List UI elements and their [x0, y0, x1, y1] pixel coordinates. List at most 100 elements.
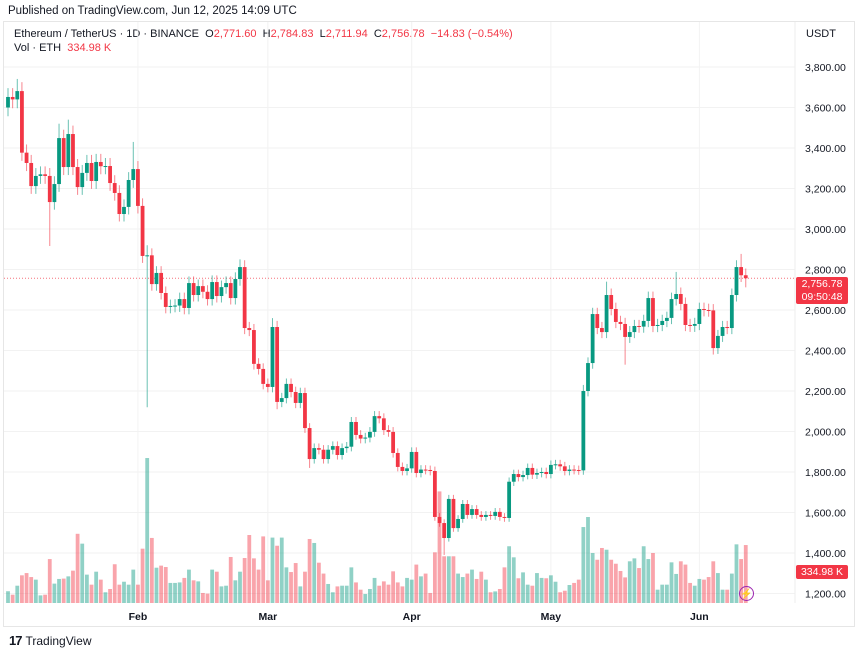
- candle-body: [159, 272, 164, 293]
- candle: [284, 378, 289, 404]
- candle: [391, 427, 396, 458]
- volume-bar: [47, 559, 52, 603]
- volume-bar: [451, 556, 456, 603]
- volume-bar: [20, 575, 24, 603]
- volume-bar: [484, 579, 488, 603]
- candle: [711, 304, 716, 355]
- volume-bar: [377, 585, 382, 603]
- volume-bar: [154, 567, 159, 603]
- volume-bar: [140, 548, 145, 603]
- candle: [627, 326, 632, 343]
- candle-body: [414, 451, 419, 474]
- volume-bar: [163, 567, 168, 603]
- candle: [368, 427, 372, 443]
- candle: [159, 266, 164, 300]
- volume-bar: [289, 572, 293, 603]
- y-tick-label: 3,200.00: [805, 184, 846, 196]
- volume-bar: [15, 585, 20, 603]
- volume-bar: [57, 578, 61, 603]
- volume-bar: [316, 562, 321, 603]
- volume-bar: [678, 561, 683, 603]
- candle-body: [10, 96, 15, 100]
- candle-body: [437, 516, 442, 524]
- tradingview-logo[interactable]: 17 TradingView: [9, 633, 92, 648]
- candle-body: [493, 511, 498, 516]
- candle-body: [75, 167, 80, 188]
- volume-bar: [692, 585, 697, 603]
- volume-bar: [651, 553, 655, 603]
- candle: [706, 303, 711, 317]
- candle-body: [84, 162, 89, 173]
- candle: [344, 442, 349, 453]
- close-label: C: [373, 28, 382, 40]
- candle: [548, 460, 553, 479]
- candle-body: [381, 418, 386, 431]
- candle-body: [409, 451, 414, 469]
- candle: [312, 443, 317, 464]
- candle-body: [316, 448, 321, 450]
- candle-body: [525, 467, 530, 476]
- candle: [66, 119, 71, 176]
- volume-bar: [697, 578, 702, 603]
- candle-body: [126, 179, 131, 207]
- candle-body: [641, 320, 646, 327]
- y-tick-label: 1,200.00: [805, 589, 846, 601]
- volume-series: [6, 458, 748, 603]
- volume-bar: [637, 568, 641, 603]
- volume-bar: [632, 558, 637, 603]
- volume-label[interactable]: Vol · ETH: [14, 42, 62, 54]
- candle-body: [627, 332, 632, 337]
- candle: [210, 275, 215, 306]
- volume-bar: [581, 527, 586, 603]
- volume-bar: [525, 584, 530, 603]
- candle: [437, 513, 442, 527]
- volume-bar: [344, 585, 349, 603]
- candle: [321, 445, 326, 464]
- last-price-tag: 2,756.78 09:50:48: [796, 277, 848, 304]
- candle-body: [98, 161, 103, 167]
- candle-body: [484, 514, 488, 517]
- volume-bar: [521, 572, 525, 603]
- candle: [29, 154, 34, 194]
- candle: [678, 287, 683, 311]
- candle-body: [613, 308, 618, 322]
- candle-body: [187, 283, 191, 308]
- candle: [98, 153, 103, 175]
- candle-body: [479, 514, 484, 517]
- candle: [219, 280, 224, 303]
- candle-body: [112, 183, 117, 193]
- volume-bar: [326, 583, 331, 603]
- x-tick-label: Jun: [690, 611, 709, 623]
- volume-bar: [725, 589, 730, 603]
- volume-bar: [89, 584, 94, 603]
- volume-bar: [196, 581, 201, 603]
- y-tick-label: 3,600.00: [805, 103, 846, 115]
- currency-label[interactable]: USDT: [806, 28, 836, 40]
- candle: [409, 447, 414, 473]
- symbol-title[interactable]: Ethereum / TetherUS · 1D · BINANCE: [14, 28, 200, 40]
- candle-body: [470, 509, 474, 515]
- volume-bar: [683, 564, 688, 603]
- x-tick-label: Mar: [258, 611, 277, 623]
- x-tick-label: Apr: [403, 611, 421, 623]
- candle-body: [456, 518, 460, 529]
- volume-bar: [126, 584, 131, 603]
- volume-bar: [173, 582, 177, 603]
- candle: [456, 515, 460, 532]
- candle: [131, 141, 136, 188]
- candle-body: [377, 416, 382, 419]
- candle-body: [261, 368, 266, 384]
- candle-body: [544, 472, 549, 475]
- candle: [590, 307, 595, 369]
- candle-body: [358, 434, 363, 439]
- candle: [256, 358, 261, 375]
- volume-bar: [321, 573, 326, 603]
- y-tick-label: 2,200.00: [805, 386, 846, 398]
- candle: [609, 288, 614, 316]
- candle-body: [136, 169, 140, 206]
- lightning-icon[interactable]: ⚡: [739, 586, 754, 601]
- candle: [335, 441, 340, 460]
- candle: [734, 260, 739, 302]
- volume-bar: [228, 556, 233, 603]
